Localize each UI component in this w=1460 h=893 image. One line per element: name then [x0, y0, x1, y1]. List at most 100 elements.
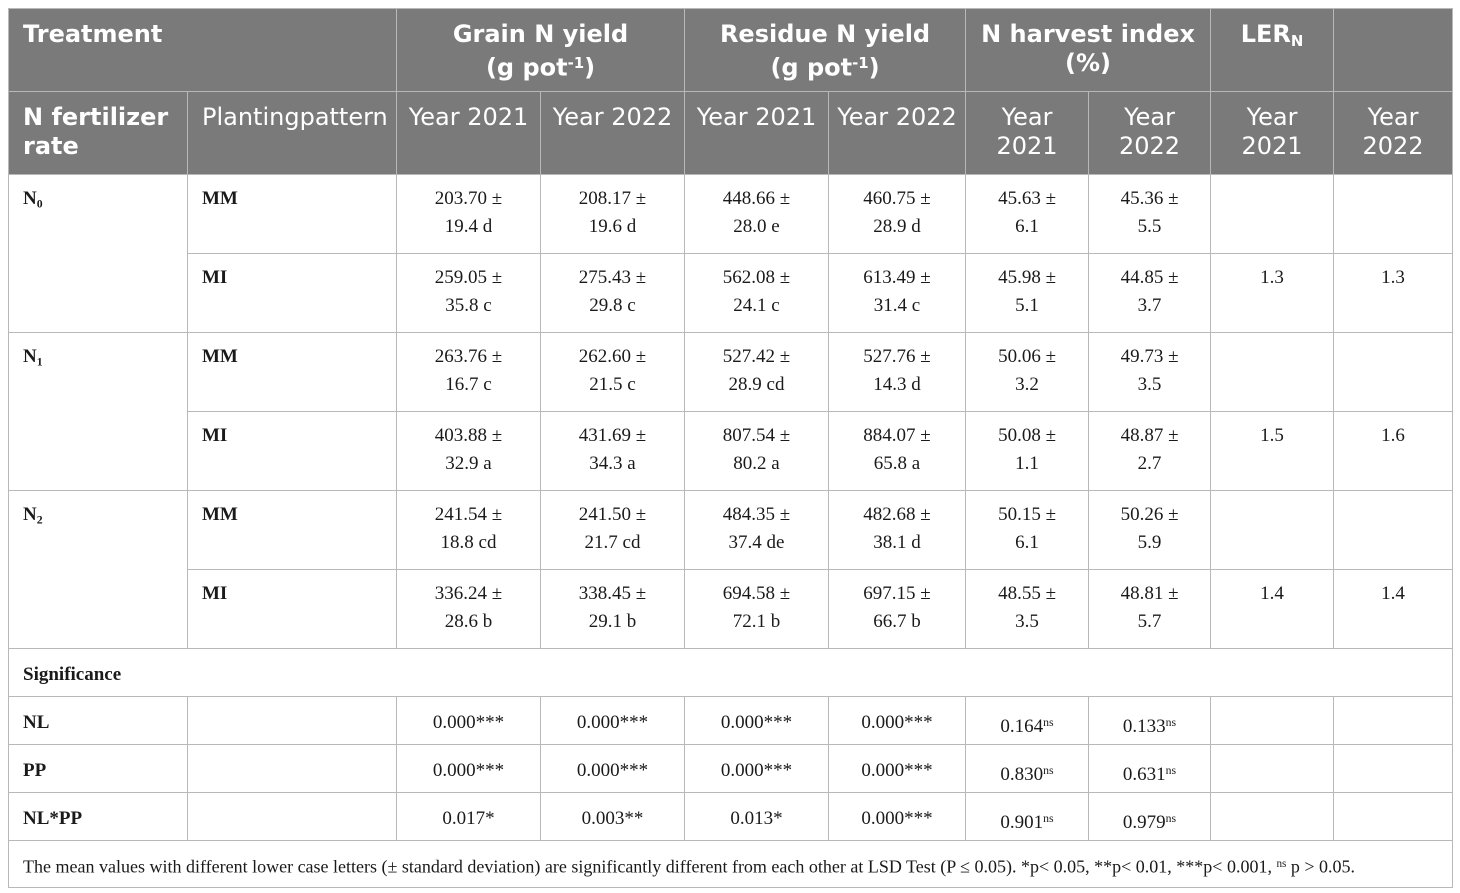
- sig-residue-2021: 0.000***: [684, 696, 830, 745]
- table-row: N0 MM 203.70 ±19.4 d 208.17 ±19.6 d 448.…: [8, 174, 1454, 333]
- header-year: Year 2021: [965, 91, 1090, 175]
- header-year: Year 2021: [1210, 91, 1335, 175]
- nhi-2021-cell: 48.55 ±3.5: [965, 569, 1090, 649]
- table-figure: Treatment Grain N yield (g pot-1) Residu…: [7, 8, 1454, 888]
- ler-2022-cell: [1333, 490, 1454, 570]
- header-residue-n-yield: Residue N yield (g pot-1): [684, 8, 967, 92]
- nhi-2021-cell: 50.06 ±3.2: [965, 332, 1090, 412]
- grain-2022-cell: 275.43 ±29.8 c: [540, 253, 686, 333]
- grain-unit-post: ): [584, 53, 596, 82]
- table-row: MI 403.88 ±32.9 a 431.69 ±34.3 a 807.54 …: [9, 411, 1454, 491]
- ler-2021-cell: 1.5: [1210, 411, 1335, 491]
- residue-2021-cell: 694.58 ±72.1 b: [684, 569, 830, 649]
- sig-residue-2022: 0.000***: [828, 744, 967, 793]
- n-rate-cell: N0: [8, 174, 188, 333]
- header-year: Year 2022: [540, 91, 686, 175]
- nhi-2022-cell: 48.81 ±5.7: [1088, 569, 1212, 649]
- residue-2022-cell: 697.15 ±66.7 b: [828, 569, 967, 649]
- table-row: PP 0.000*** 0.000*** 0.000*** 0.000*** 0…: [8, 744, 1454, 793]
- n-rate-sub: 0: [36, 197, 43, 211]
- sig-grain-2021: 0.000***: [396, 744, 542, 793]
- residue-2021-cell: 448.66 ±28.0 e: [684, 174, 830, 254]
- grain-title: Grain N yield: [452, 20, 629, 48]
- significance-header-row: Significance: [7, 648, 1454, 697]
- n-rate-sub: 1: [36, 355, 43, 369]
- ler-2022-cell: [1333, 174, 1454, 254]
- header-n-harvest-index: N harvest index (%): [965, 8, 1212, 92]
- empty-cell: [1210, 696, 1335, 745]
- nhi-2022-cell: 45.36 ±5.5: [1088, 174, 1212, 254]
- nhi-2022-cell: 48.87 ±2.7: [1088, 411, 1212, 491]
- grain-unit-sup: -1: [567, 54, 585, 72]
- header-empty: [1333, 8, 1454, 92]
- grain-2021-cell: 203.70 ±19.4 d: [396, 174, 542, 254]
- header-planting-pattern: Plantingpattern: [186, 91, 398, 175]
- n-rate-cell: N2: [8, 490, 188, 649]
- sig-factor-label: NL: [8, 696, 188, 745]
- grain-2021-cell: 263.76 ±16.7 c: [396, 332, 542, 412]
- grain-2022-cell: 431.69 ±34.3 a: [540, 411, 686, 491]
- sig-nhi-2021: 0.830ns: [965, 744, 1090, 793]
- sig-grain-2021: 0.017*: [396, 792, 542, 841]
- empty-cell: [1210, 792, 1335, 841]
- pattern-cell: MI: [186, 569, 398, 649]
- n-rate-main: N: [23, 504, 37, 525]
- n-rate-sub: 2: [36, 513, 43, 527]
- sig-residue-2022: 0.000***: [828, 792, 967, 841]
- header-n-fertilizer-rate: N fertilizer rate: [8, 91, 188, 175]
- header-ler: LERN: [1210, 8, 1335, 92]
- ler-sub: N: [1290, 32, 1304, 51]
- grain-2021-cell: 241.54 ±18.8 cd: [396, 490, 542, 570]
- header-year: Year 2021: [684, 91, 830, 175]
- grain-2021-cell: 259.05 ±35.8 c: [396, 253, 542, 333]
- residue-2021-cell: 562.08 ±24.1 c: [684, 253, 830, 333]
- sig-residue-2021: 0.013*: [684, 792, 830, 841]
- n-rate-main: N: [23, 188, 37, 209]
- nhi-title: N harvest index: [981, 20, 1195, 48]
- ler-2021-cell: 1.4: [1210, 569, 1335, 649]
- header-year: Year 2021: [396, 91, 542, 175]
- empty-cell: [1210, 744, 1335, 793]
- header-row-2: N fertilizer rate Plantingpattern Year 2…: [8, 91, 1454, 175]
- empty-cell: [1333, 696, 1454, 745]
- pattern-cell: MI: [186, 411, 398, 491]
- significance-label: Significance: [7, 648, 1454, 697]
- grain-unit-pre: (g pot: [485, 53, 568, 82]
- nhi-unit: (%): [1065, 49, 1112, 77]
- nhi-2021-cell: 50.15 ±6.1: [965, 490, 1090, 570]
- pattern-cell: MI: [186, 253, 398, 333]
- nhi-2021-cell: 50.08 ±1.1: [965, 411, 1090, 491]
- pattern-cell: MM: [186, 332, 398, 412]
- sig-grain-2022: 0.000***: [540, 744, 686, 793]
- residue-unit-pre: (g pot: [770, 53, 853, 82]
- header-treatment: Treatment: [7, 8, 398, 92]
- residue-unit-sup: -1: [852, 54, 869, 72]
- nhi-2022-cell: 50.26 ±5.9: [1088, 490, 1212, 570]
- n-yield-table: Treatment Grain N yield (g pot-1) Residu…: [7, 8, 1454, 888]
- residue-2022-cell: 613.49 ±31.4 c: [828, 253, 967, 333]
- sig-residue-2022: 0.000***: [828, 696, 967, 745]
- n-rate-cell: N1: [8, 332, 188, 491]
- table-footnote: The mean values with different lower cas…: [7, 840, 1454, 888]
- grain-2021-cell: 336.24 ±28.6 b: [396, 569, 542, 649]
- residue-title: Residue N yield: [719, 20, 931, 48]
- header-grain-n-yield: Grain N yield (g pot-1): [396, 8, 686, 92]
- footnote-row: The mean values with different lower cas…: [7, 840, 1454, 888]
- table-row: N2 MM 241.54 ±18.8 cd 241.50 ±21.7 cd 48…: [8, 490, 1454, 649]
- empty-cell: [186, 744, 398, 793]
- grain-2021-cell: 403.88 ±32.9 a: [396, 411, 542, 491]
- table-row: MI 259.05 ±35.8 c 275.43 ±29.8 c 562.08 …: [9, 253, 1454, 333]
- nhi-2021-cell: 45.98 ±5.1: [965, 253, 1090, 333]
- sig-nhi-2022: 0.631ns: [1088, 744, 1212, 793]
- ler-2021-cell: 1.3: [1210, 253, 1335, 333]
- sig-grain-2021: 0.000***: [396, 696, 542, 745]
- residue-2022-cell: 884.07 ±65.8 a: [828, 411, 967, 491]
- residue-2021-cell: 527.42 ±28.9 cd: [684, 332, 830, 412]
- sig-nhi-2022: 0.133ns: [1088, 696, 1212, 745]
- residue-unit-post: ): [868, 53, 880, 82]
- ler-2022-cell: 1.4: [1333, 569, 1454, 649]
- table-row: NL*PP 0.017* 0.003** 0.013* 0.000*** 0.9…: [8, 792, 1454, 841]
- n-rate-main: N: [23, 346, 37, 367]
- sig-nhi-2021: 0.164ns: [965, 696, 1090, 745]
- header-year: Year 2022: [828, 91, 967, 175]
